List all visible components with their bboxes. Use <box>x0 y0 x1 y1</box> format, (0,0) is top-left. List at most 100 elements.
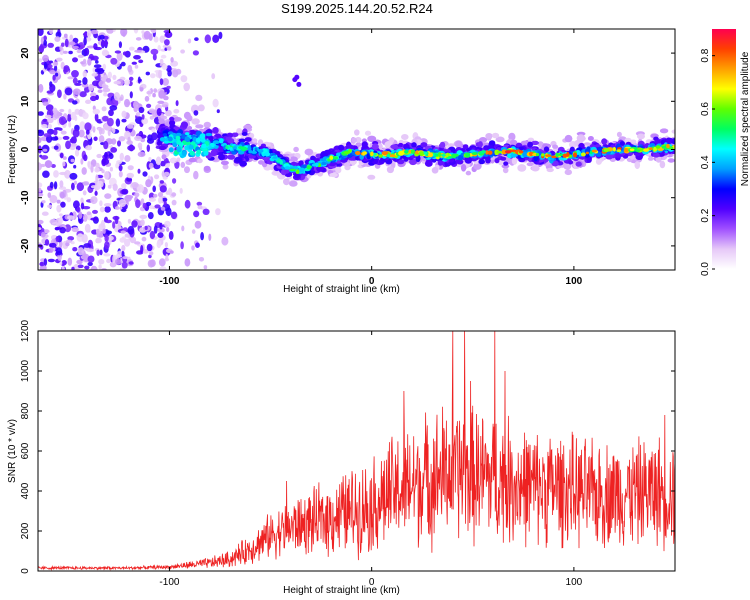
noise-speck <box>141 114 145 120</box>
ridge-cell <box>587 136 594 141</box>
ridge-cell <box>564 134 573 143</box>
noise-speck <box>294 74 300 80</box>
ridge-peak <box>562 153 568 158</box>
ridge-peak <box>264 151 271 157</box>
noise-speck <box>75 145 81 151</box>
y-tick-label: 600 <box>20 442 31 459</box>
ridge-cell <box>667 158 675 163</box>
noise-speck <box>153 36 159 43</box>
noise-speck <box>127 218 131 224</box>
noise-speck <box>50 136 59 141</box>
ridge-cell <box>310 155 316 161</box>
noise-speck <box>104 241 110 250</box>
ridge-peak <box>643 148 649 152</box>
noise-speck <box>135 199 141 209</box>
ridge-peak <box>518 150 524 154</box>
y-tick-label: 200 <box>20 522 31 539</box>
noise-speck <box>159 185 167 193</box>
noise-speck <box>112 74 117 80</box>
ridge-cell <box>337 144 345 151</box>
noise-speck <box>44 229 50 233</box>
noise-speck <box>84 265 90 270</box>
y-tick-label: 800 <box>20 402 31 419</box>
ridge-cell <box>457 154 464 161</box>
y-axis-label: SNR (10 * v/v) <box>7 419 18 483</box>
noise-speck <box>180 241 184 250</box>
noise-speck <box>122 51 128 56</box>
noise-speck <box>91 73 99 77</box>
noise-speck <box>122 256 129 260</box>
page-title: S199.2025.144.20.52.R24 <box>281 1 433 16</box>
noise-speck <box>212 34 220 43</box>
noise-speck <box>103 92 108 97</box>
noise-speck <box>120 29 128 37</box>
ridge-cell <box>431 167 439 174</box>
noise-speck <box>164 39 170 46</box>
noise-speck <box>143 30 151 40</box>
noise-speck <box>154 204 161 209</box>
noise-speck <box>96 228 100 238</box>
noise-speck <box>102 115 109 122</box>
ridge-peak <box>465 152 471 158</box>
ridge-peak <box>196 149 202 155</box>
noise-speck <box>41 124 48 129</box>
noise-speck <box>137 142 143 149</box>
noise-speck <box>149 205 154 210</box>
ridge-cell <box>349 159 357 165</box>
noise-speck <box>166 85 171 89</box>
ridge-peak <box>635 149 641 153</box>
noise-speck <box>159 180 164 184</box>
noise-speck <box>179 187 183 194</box>
noise-speck <box>85 129 90 135</box>
noise-speck <box>137 76 141 84</box>
x-axis-label: Height of straight line (km) <box>283 284 400 295</box>
noise-speck <box>194 220 202 229</box>
noise-speck <box>119 237 126 243</box>
y-axis-label: Frequency (Hz) <box>7 115 18 184</box>
noise-speck <box>151 109 159 118</box>
noise-speck <box>153 225 158 234</box>
noise-speck <box>193 170 199 180</box>
ridge-cell <box>616 131 622 138</box>
noise-speck <box>115 206 120 210</box>
noise-speck <box>47 117 54 124</box>
noise-speck <box>118 164 123 172</box>
noise-speck <box>38 129 42 134</box>
noise-speck <box>159 266 167 270</box>
noise-speck <box>127 225 135 235</box>
noise-speck <box>126 172 134 179</box>
noise-speck <box>93 136 98 142</box>
ridge-cell <box>390 144 399 149</box>
ridge-cell <box>478 159 486 165</box>
noise-speck <box>67 76 74 80</box>
noise-speck <box>134 49 142 53</box>
noise-speck <box>102 63 107 70</box>
noise-speck <box>191 245 195 251</box>
noise-speck <box>71 45 79 50</box>
noise-speck <box>115 254 121 259</box>
noise-speck <box>181 225 185 232</box>
ridge-peak <box>504 150 512 154</box>
noise-speck <box>41 200 46 204</box>
noise-speck <box>53 145 59 150</box>
ridge-peak <box>487 150 493 155</box>
x-tick-label: 100 <box>566 577 583 588</box>
noise-speck <box>195 242 200 248</box>
ridge-peak <box>434 153 439 157</box>
noise-speck <box>90 196 98 205</box>
noise-speck <box>92 108 101 115</box>
noise-speck <box>121 261 128 269</box>
ridge-cell <box>495 136 505 143</box>
noise-speck <box>162 78 170 86</box>
noise-speck <box>197 104 205 112</box>
noise-speck <box>146 144 150 152</box>
noise-speck <box>42 148 48 152</box>
ridge-peak <box>451 153 457 159</box>
noise-speck <box>77 264 84 269</box>
ridge-cell <box>210 149 217 157</box>
noise-speck <box>108 109 114 117</box>
noise-speck <box>120 230 126 234</box>
noise-speck <box>158 69 162 79</box>
noise-speck <box>157 227 165 233</box>
noise-speck <box>43 39 47 46</box>
